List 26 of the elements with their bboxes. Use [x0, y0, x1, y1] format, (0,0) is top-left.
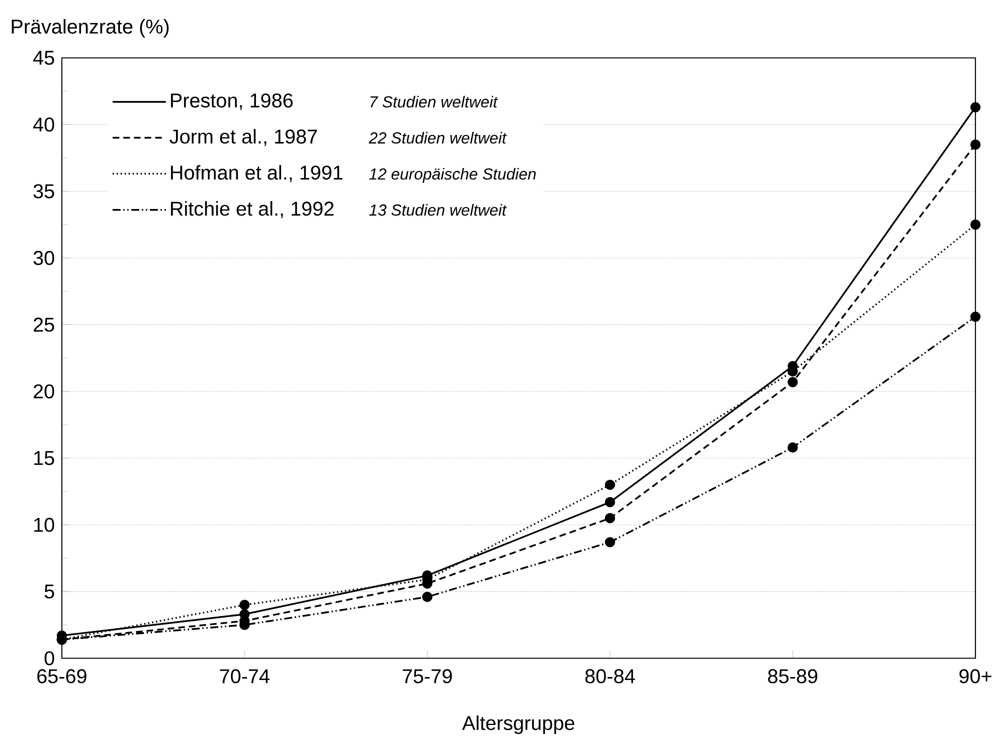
y-tick-label: 35 [33, 184, 54, 198]
y-tick-label: 25 [34, 318, 54, 332]
y-tick-label: 30 [33, 250, 54, 266]
y-axis-title: Prävalenzrate (%) [12, 19, 169, 38]
x-tick-label: 75-79 [402, 669, 452, 684]
x-tick-label: 70-74 [220, 669, 270, 684]
x-axis-title: Altersgruppe [462, 715, 574, 734]
legend-label: Preston, 1986 [170, 93, 293, 110]
y-tick-label: 40 [33, 117, 54, 132]
legend-label: Hofman et al., 1991 [170, 165, 342, 182]
annotation: 13 Studien weltweit [369, 204, 507, 216]
y-tick-label: 0 [44, 651, 54, 666]
x-tick-label: 85-89 [768, 669, 818, 684]
y-tick-label: 5 [44, 584, 54, 598]
x-tick-label: 65-69 [37, 669, 86, 684]
y-tick-label: 10 [34, 518, 54, 532]
y-tick-label: 20 [34, 384, 54, 398]
legend-label: Ritchie et al., 1992 [170, 201, 334, 218]
annotation: 7 Studien weltweit [370, 96, 498, 108]
y-tick-label: 15 [34, 451, 54, 466]
x-tick-label: 80-84 [585, 669, 635, 684]
x-tick-label: 90+ [959, 669, 992, 684]
annotation: 22 Studien weltweit [368, 132, 507, 144]
y-tick-label: 45 [33, 50, 54, 65]
annotation: 12 europäische Studien [369, 168, 536, 183]
legend-label: Jorm et al., 1987 [170, 128, 317, 146]
